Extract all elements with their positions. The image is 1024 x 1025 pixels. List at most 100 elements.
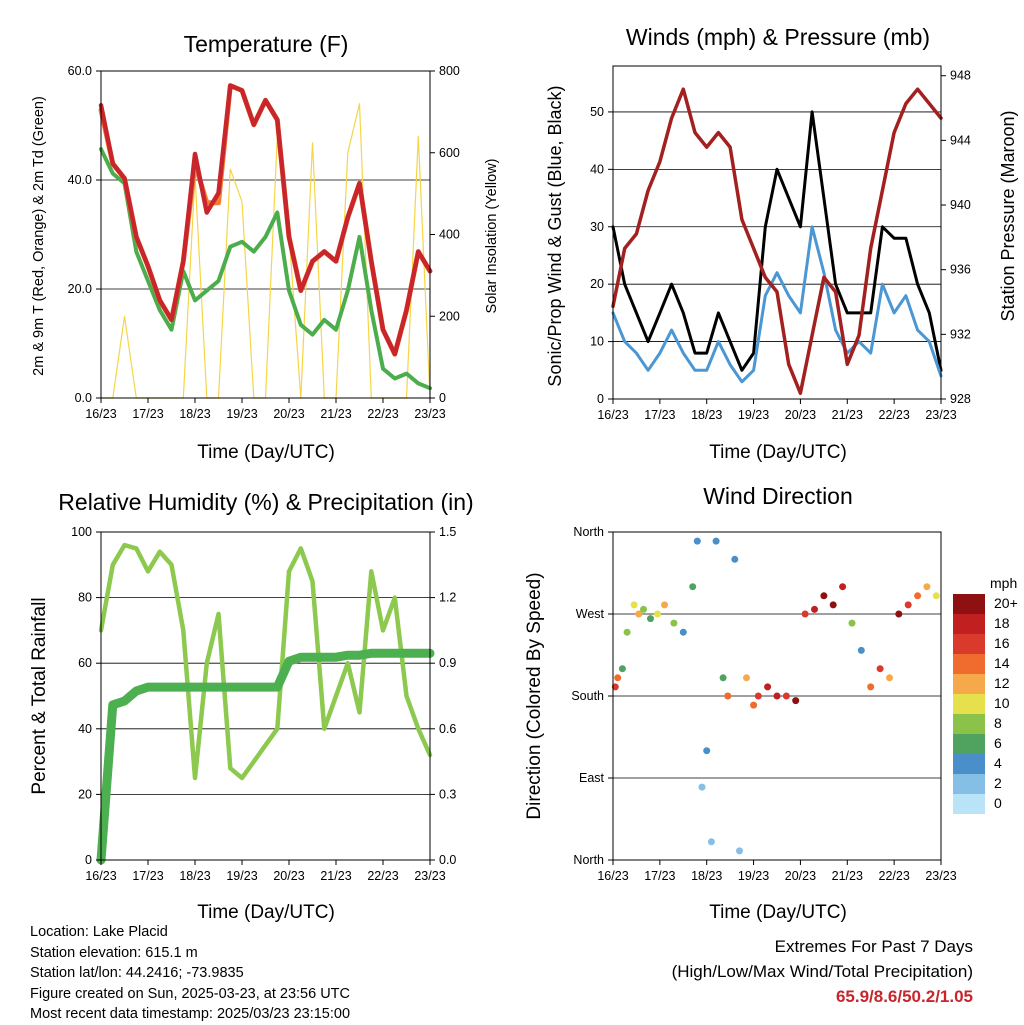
y2-tick-label: 928 [950, 392, 971, 406]
direction-point [743, 674, 750, 682]
x-tick-label: 19/23 [738, 408, 769, 422]
humidity-ticks: 16/23 17/23 18/23 19/23 20/23 21/23 22/23 23/23… [71, 525, 456, 883]
direction-point [635, 610, 643, 618]
direction-point [731, 555, 739, 563]
speed-legend-title: mph [990, 575, 1017, 591]
winds-series [611, 87, 943, 395]
x-tick-label: 18/23 [179, 407, 210, 421]
extremes-values: 65.9/8.6/50.2/1.05 [835, 987, 973, 1006]
x-tick-label: 23/23 [925, 869, 956, 883]
temperature-y2label: Solar Insolation (Yellow) [484, 158, 500, 313]
x-tick-label: 22/23 [879, 869, 910, 883]
y-tick-label: West [576, 607, 605, 621]
x-tick-label: 21/23 [832, 408, 863, 422]
direction-point [623, 628, 631, 636]
y2-tick-label: 800 [439, 64, 460, 78]
y2-tick-label: 940 [950, 198, 971, 212]
direction-point [618, 665, 626, 673]
humidity-plot-frame [100, 531, 431, 861]
direction-point [792, 697, 800, 705]
direction-point [923, 583, 931, 591]
direction-point [750, 701, 758, 709]
humidity-gridlines [101, 597, 430, 795]
y-tick-label: East [579, 771, 605, 785]
wind-direction-ylabel: Direction (Colored By Speed) [524, 572, 545, 819]
speed-color-legend: mph 20+ 18 16 14 12 10 8 6 4 2 0 [953, 575, 1018, 814]
station-latlon: Station lat/lon: 44.2416; -73.9835 [30, 965, 244, 981]
x-tick-label: 22/23 [879, 408, 910, 422]
winds-xlabel: Time (Day/UTC) [709, 442, 847, 463]
y2-tick-label: 944 [950, 133, 971, 147]
wind-direction-ticks: 16/23 17/23 18/23 19/23 20/23 21/23 22/23 23/23… [571, 525, 956, 883]
speed-legend-swatch [953, 774, 985, 794]
direction-point [764, 683, 772, 691]
direction-point [679, 628, 687, 636]
direction-point [876, 665, 884, 673]
y-tick-label: 50 [590, 105, 604, 119]
x-tick-label: 19/23 [738, 869, 769, 883]
y-tick-label: 60.0 [68, 64, 92, 78]
direction-point [932, 592, 940, 600]
y-tick-label: 60 [78, 656, 92, 670]
x-tick-label: 21/23 [320, 869, 351, 883]
relative-humidity-line [98, 542, 433, 781]
x-tick-label: 16/23 [85, 869, 116, 883]
x-tick-label: 18/23 [691, 408, 722, 422]
x-tick-label: 21/23 [320, 407, 351, 421]
speed-legend-swatch [953, 794, 985, 814]
direction-point [820, 592, 828, 600]
y-tick-label: 80 [78, 591, 92, 605]
winds-title: Winds (mph) & Pressure (mb) [626, 24, 930, 50]
direction-point [914, 592, 922, 600]
y2-tick-label: 0 [439, 391, 446, 405]
temp-2m-line [98, 83, 433, 357]
wind-direction-xlabel: Time (Day/UTC) [709, 902, 847, 923]
humidity-title: Relative Humidity (%) & Precipitation (i… [58, 489, 473, 515]
x-tick-label: 23/23 [414, 869, 445, 883]
precipitation-line [96, 648, 435, 865]
direction-point [801, 610, 809, 618]
x-tick-label: 23/23 [414, 407, 445, 421]
x-tick-label: 17/23 [644, 869, 675, 883]
y-tick-label: South [571, 689, 604, 703]
direction-point [867, 683, 875, 691]
speed-legend-swatch [953, 694, 985, 714]
x-tick-label: 18/23 [179, 869, 210, 883]
x-tick-label: 20/23 [273, 407, 304, 421]
speed-legend-swatch [953, 734, 985, 754]
y-tick-label: 0.0 [75, 391, 92, 405]
extremes-title: Extremes For Past 7 Days [774, 937, 973, 956]
speed-legend-label: 4 [994, 755, 1002, 771]
direction-point [698, 783, 706, 791]
y-tick-label: 0 [597, 392, 604, 406]
speed-legend-label: 14 [994, 655, 1010, 671]
x-tick-label: 23/23 [925, 408, 956, 422]
temperature-panel: Temperature (F) 16/23 17/23 18/23 19/23 20/2… [31, 31, 500, 463]
direction-point [895, 610, 903, 618]
y2-tick-label: 0.3 [439, 787, 456, 801]
direction-point [630, 601, 638, 609]
temperature-title: Temperature (F) [184, 31, 349, 57]
station-info: Location: Lake Placid Station elevation:… [30, 922, 350, 1025]
y2-tick-label: 0.0 [439, 853, 456, 867]
speed-legend-swatch [953, 754, 985, 774]
wind-direction-title: Wind Direction [703, 483, 853, 509]
y2-tick-label: 936 [950, 263, 971, 277]
y-tick-label: 30 [590, 220, 604, 234]
y-tick-label: North [573, 525, 604, 539]
speed-legend-swatch [953, 614, 985, 634]
y2-tick-label: 932 [950, 327, 971, 341]
speed-legend-swatch [953, 634, 985, 654]
x-tick-label: 17/23 [644, 408, 675, 422]
direction-point [712, 537, 720, 545]
x-tick-label: 16/23 [597, 869, 628, 883]
x-tick-label: 22/23 [367, 869, 398, 883]
direction-point [654, 610, 661, 618]
speed-legend-label: 8 [994, 715, 1002, 731]
speed-legend-label: 0 [994, 795, 1002, 811]
x-tick-label: 22/23 [367, 407, 398, 421]
direction-point [614, 674, 622, 682]
temperature-ylabel: 2m & 9m T (Red, Orange) & 2m Td (Green) [31, 96, 47, 376]
direction-point [839, 583, 847, 591]
